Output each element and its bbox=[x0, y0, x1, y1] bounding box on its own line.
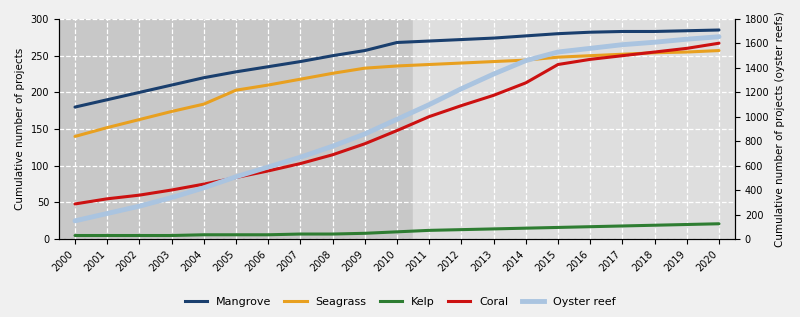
Y-axis label: Cumulative number of projects: Cumulative number of projects bbox=[15, 48, 25, 210]
Legend: Mangrove, Seagrass, Kelp, Coral, Oyster reef: Mangrove, Seagrass, Kelp, Coral, Oyster … bbox=[180, 293, 620, 311]
Bar bbox=[59, 19, 413, 239]
Y-axis label: Cumulative number of projects (oyster reefs): Cumulative number of projects (oyster re… bbox=[775, 11, 785, 247]
Bar bbox=[413, 19, 735, 239]
